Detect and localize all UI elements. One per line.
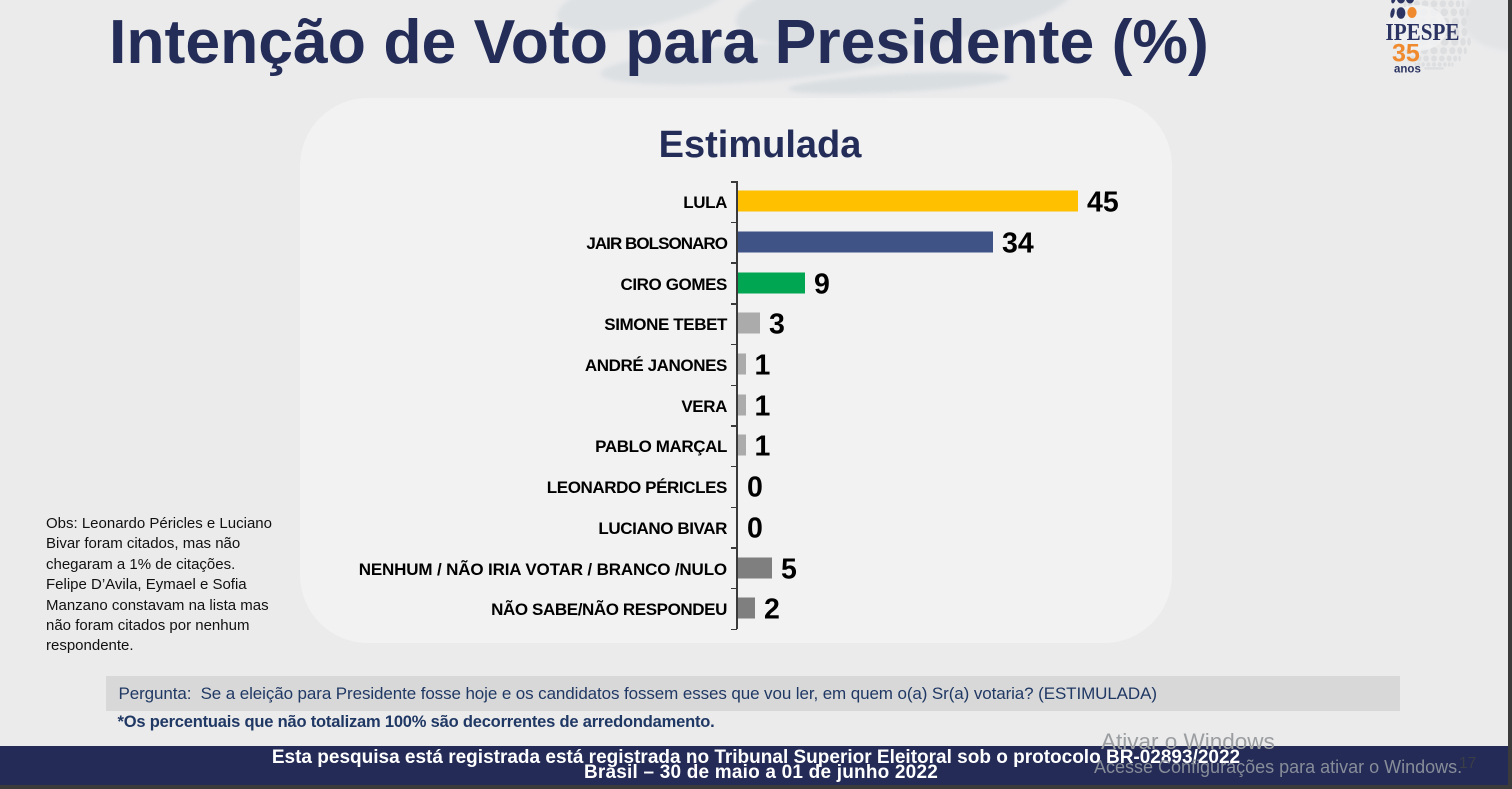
svg-text:IPESPE: IPESPE (1386, 20, 1460, 46)
svg-text:35: 35 (1392, 40, 1420, 68)
svg-text:anos: anos (1394, 64, 1421, 76)
